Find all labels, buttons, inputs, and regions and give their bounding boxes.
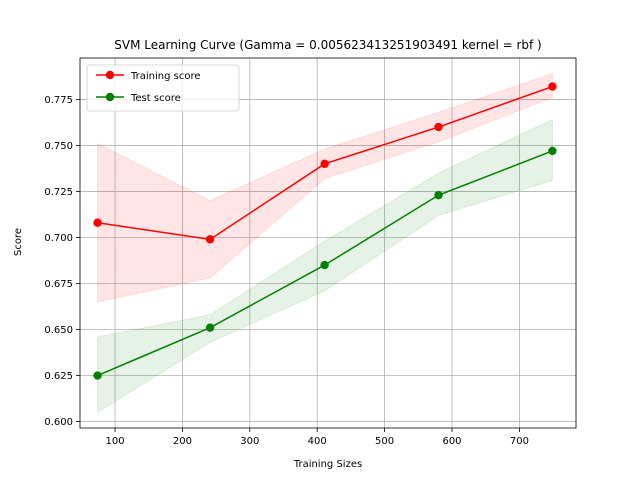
y-tick-label: 0.650	[44, 325, 73, 336]
legend-marker-test	[105, 92, 115, 102]
data-point-test	[93, 371, 102, 380]
legend-label-test: Test score	[130, 93, 181, 104]
x-tick-label: 300	[240, 436, 259, 447]
x-tick-label: 200	[173, 436, 192, 447]
plot-area: 100 200 300 400 500 600 700 0.600 0.625 0.650 0.67…	[44, 57, 577, 447]
data-point-training	[93, 218, 102, 227]
y-tick-label: 0.675	[44, 279, 73, 290]
data-point-training	[205, 235, 215, 244]
y-tick-label: 0.725	[44, 187, 73, 198]
x-tick-label: 700	[510, 436, 529, 447]
data-point-test	[434, 190, 443, 200]
x-tick-label: 400	[308, 436, 327, 447]
x-tick-label: 500	[375, 436, 394, 447]
legend-box	[86, 64, 240, 112]
x-tick-label: 100	[105, 436, 124, 447]
y-tick-label: 0.750	[44, 141, 73, 152]
data-point-training	[434, 122, 443, 132]
legend-marker-training	[105, 70, 115, 80]
y-tick-label: 0.775	[44, 95, 73, 106]
data-point-training	[548, 82, 557, 91]
axes-frame	[79, 57, 577, 429]
x-tick-label: 600	[442, 436, 461, 447]
y-tick-label: 0.600	[44, 417, 73, 428]
data-point-test	[548, 146, 557, 156]
y-tick-label: 0.625	[44, 371, 73, 382]
y-axis-label: Score	[13, 228, 24, 256]
chart-title: SVM Learning Curve (Gamma = 0.0056234132…	[114, 38, 541, 52]
legend: Training score Test score	[86, 64, 240, 112]
legend-label-training: Training score	[130, 71, 201, 82]
y-tick-label: 0.700	[44, 233, 73, 244]
x-axis-label: Training Sizes	[293, 459, 362, 470]
data-point-test	[205, 323, 215, 332]
data-point-test	[320, 260, 329, 270]
data-point-training	[320, 159, 329, 169]
